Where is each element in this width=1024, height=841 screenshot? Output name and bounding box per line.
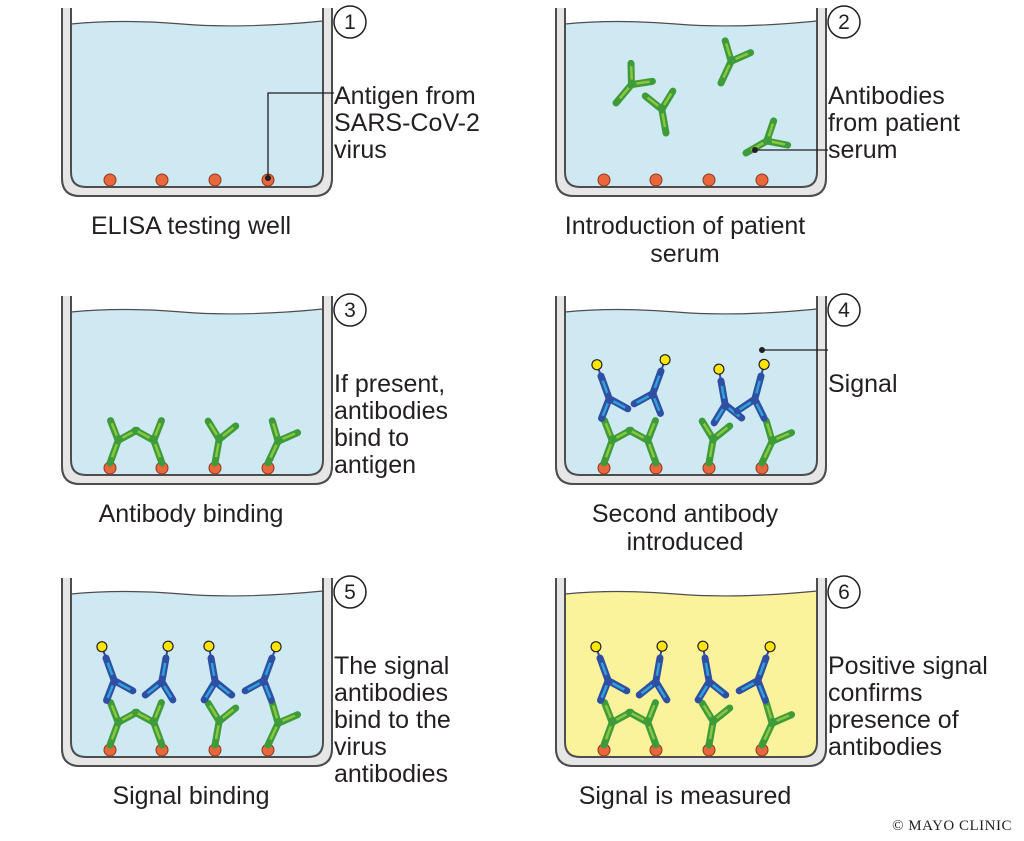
well-inner-wall	[70, 578, 324, 758]
well-liquid	[565, 309, 817, 475]
well-inner-wall	[70, 296, 324, 476]
step-number-circle	[827, 575, 861, 609]
well-outline	[61, 8, 333, 197]
step-annotation: serum	[828, 136, 897, 164]
step-number-circle	[827, 293, 861, 327]
step-annotation: presence of	[828, 706, 959, 734]
well-liquid	[71, 21, 323, 187]
copyright-credit: © MAYO CLINIC	[892, 818, 1012, 834]
leader-antigen	[267, 92, 334, 178]
step-annotation: virus	[334, 733, 387, 761]
step-annotation: Signal	[828, 370, 898, 398]
leader-dot	[752, 147, 758, 153]
antigen-dot	[208, 173, 222, 187]
well-outline	[61, 296, 333, 485]
step-annotation: antibodies	[828, 733, 942, 761]
well-outline	[555, 8, 827, 197]
step-annotation: bind to	[334, 424, 409, 452]
step-caption: ELISA testing well	[91, 212, 291, 240]
step-number: 3	[344, 299, 356, 322]
step-annotation: from patient	[828, 109, 960, 137]
step-caption: Second antibody	[592, 500, 779, 528]
step-number: 6	[838, 581, 850, 604]
liquid-surface	[70, 20, 324, 27]
well-liquid	[71, 309, 323, 475]
step-number: 5	[344, 581, 356, 604]
step-annotation: virus	[334, 136, 387, 164]
antigen-dot	[597, 173, 611, 187]
well-liquid	[565, 21, 817, 187]
step-annotation: SARS-CoV-2	[334, 109, 480, 137]
step-annotation: The signal	[334, 652, 449, 680]
antigen-dot	[755, 173, 769, 187]
well-outline	[555, 578, 827, 767]
step-annotation: Antibodies	[828, 82, 945, 110]
step-number-circle	[333, 575, 367, 609]
step-annotation: antibodies	[334, 679, 448, 707]
step-caption: introduced	[627, 528, 744, 556]
antigen-dot	[103, 173, 117, 187]
leader-dot	[265, 175, 271, 181]
well-inner-wall	[564, 296, 818, 476]
step-annotation: Antigen from	[334, 82, 476, 110]
leader-dot	[759, 347, 765, 353]
well-outline	[555, 296, 827, 485]
liquid-surface	[70, 590, 324, 597]
liquid-surface	[70, 308, 324, 315]
step-annotation: bind to the	[334, 706, 451, 734]
step-annotation: antibodies	[334, 760, 448, 788]
well-inner-wall	[564, 8, 818, 188]
step-number: 2	[838, 11, 850, 34]
well-inner-wall	[564, 578, 818, 758]
antigen-dot	[702, 173, 716, 187]
liquid-surface	[564, 590, 818, 597]
step-number-circle	[333, 293, 367, 327]
step-caption: serum	[650, 240, 719, 268]
step-number: 4	[838, 299, 850, 322]
step-annotation: Positive signal	[828, 652, 988, 680]
antigen-dot	[155, 173, 169, 187]
leader-lines	[265, 92, 828, 353]
step-number: 1	[344, 11, 356, 34]
step-number-circle	[827, 5, 861, 39]
liquid-surface	[564, 20, 818, 27]
well-inner-wall	[70, 8, 324, 188]
step-caption: Antibody binding	[99, 500, 284, 528]
step-annotation: antibodies	[334, 397, 448, 425]
step-annotation: If present,	[334, 370, 445, 398]
step-number-circle	[333, 5, 367, 39]
antigen-dot	[649, 173, 663, 187]
step-annotation: confirms	[828, 679, 922, 707]
step-caption: Signal is measured	[579, 782, 792, 810]
step-caption: Signal binding	[112, 782, 269, 810]
step-annotation: antigen	[334, 451, 416, 479]
well-outline	[61, 578, 333, 767]
step-caption: Introduction of patient	[565, 212, 805, 240]
liquid-surface	[564, 308, 818, 315]
